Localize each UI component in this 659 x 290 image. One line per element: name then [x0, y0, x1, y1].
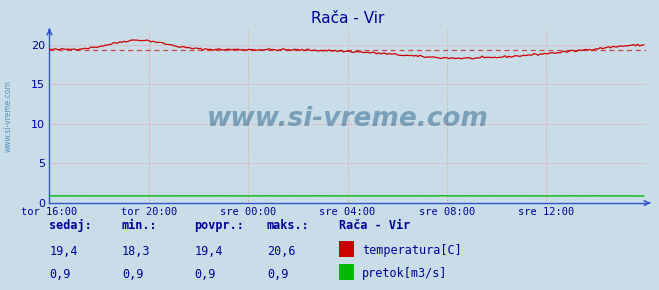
Text: 0,9: 0,9: [194, 269, 215, 281]
Text: povpr.:: povpr.:: [194, 219, 244, 232]
Text: min.:: min.:: [122, 219, 158, 232]
Text: pretok[m3/s]: pretok[m3/s]: [362, 267, 447, 280]
Text: 19,4: 19,4: [49, 245, 78, 258]
Text: 0,9: 0,9: [49, 269, 71, 281]
Text: 18,3: 18,3: [122, 245, 150, 258]
Title: Rača - Vir: Rača - Vir: [311, 11, 384, 26]
Text: 19,4: 19,4: [194, 245, 223, 258]
Text: www.si-vreme.com: www.si-vreme.com: [3, 80, 13, 152]
Text: 20,6: 20,6: [267, 245, 295, 258]
Text: 0,9: 0,9: [122, 269, 143, 281]
Text: maks.:: maks.:: [267, 219, 310, 232]
Text: temperatura[C]: temperatura[C]: [362, 244, 461, 257]
Text: 0,9: 0,9: [267, 269, 288, 281]
Text: Rača - Vir: Rača - Vir: [339, 219, 411, 232]
Text: sedaj:: sedaj:: [49, 219, 92, 232]
Text: www.si-vreme.com: www.si-vreme.com: [207, 106, 488, 133]
